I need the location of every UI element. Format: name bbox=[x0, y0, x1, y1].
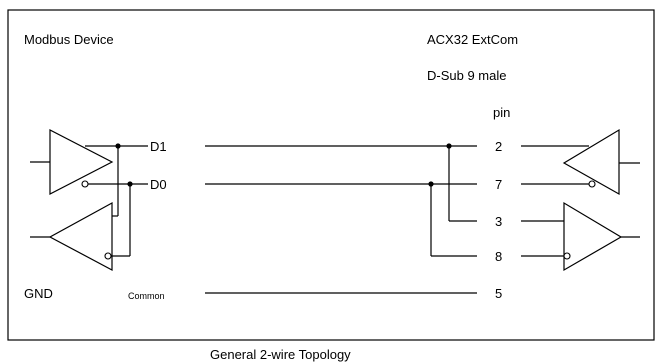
left-transmitter bbox=[30, 129, 148, 195]
right-transmitter bbox=[521, 201, 640, 272]
signal-d1-label: D1 bbox=[150, 139, 167, 154]
pin-8: 8 bbox=[495, 249, 502, 264]
signal-d0-label: D0 bbox=[150, 177, 167, 192]
pin-2: 2 bbox=[495, 139, 502, 154]
left-device-title: Modbus Device bbox=[24, 32, 114, 47]
diagram-border bbox=[7, 9, 655, 341]
line-d1 bbox=[205, 143, 477, 222]
right-device-title: ACX32 ExtCom bbox=[427, 32, 518, 47]
pin-7: 7 bbox=[495, 177, 502, 192]
left-receiver bbox=[30, 143, 133, 271]
connector-label: D-Sub 9 male bbox=[427, 68, 506, 83]
diagram-caption: General 2-wire Topology bbox=[210, 347, 351, 362]
pin-3: 3 bbox=[495, 214, 502, 229]
right-receiver bbox=[521, 128, 640, 196]
line-d0 bbox=[205, 181, 477, 257]
pin-header: pin bbox=[493, 105, 510, 120]
signal-gnd-label: GND bbox=[24, 286, 53, 301]
signal-common-label: Common bbox=[128, 291, 165, 301]
pin-5: 5 bbox=[495, 286, 502, 301]
